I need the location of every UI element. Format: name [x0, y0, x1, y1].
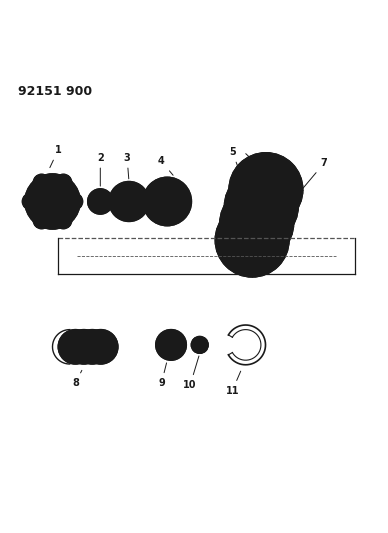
- Circle shape: [67, 329, 101, 364]
- Circle shape: [224, 169, 298, 244]
- Text: 3: 3: [124, 152, 130, 179]
- Circle shape: [113, 204, 116, 207]
- Circle shape: [83, 329, 118, 364]
- Circle shape: [229, 152, 303, 227]
- Text: 7: 7: [295, 158, 327, 197]
- Circle shape: [117, 211, 121, 215]
- Circle shape: [149, 183, 185, 220]
- Circle shape: [241, 187, 281, 227]
- Circle shape: [143, 177, 191, 225]
- Circle shape: [156, 329, 186, 360]
- Circle shape: [117, 188, 121, 192]
- Circle shape: [191, 336, 208, 353]
- Circle shape: [222, 199, 287, 264]
- Circle shape: [231, 166, 296, 231]
- Circle shape: [246, 169, 286, 209]
- Circle shape: [227, 182, 291, 247]
- Circle shape: [55, 212, 72, 229]
- Circle shape: [236, 192, 282, 238]
- Circle shape: [33, 212, 50, 229]
- Circle shape: [140, 208, 144, 212]
- Circle shape: [160, 334, 182, 356]
- Circle shape: [33, 174, 50, 191]
- Circle shape: [241, 175, 287, 221]
- Circle shape: [142, 199, 146, 204]
- Circle shape: [41, 190, 64, 213]
- Circle shape: [195, 340, 205, 350]
- Text: 4: 4: [158, 156, 173, 175]
- Text: 2: 2: [97, 152, 104, 186]
- Circle shape: [58, 329, 93, 364]
- Text: 5: 5: [229, 147, 243, 180]
- Circle shape: [109, 182, 149, 221]
- Circle shape: [25, 174, 80, 229]
- Text: 9: 9: [158, 363, 166, 388]
- Circle shape: [125, 214, 129, 218]
- Text: 11: 11: [225, 371, 241, 396]
- Text: 6: 6: [242, 248, 249, 258]
- Circle shape: [88, 189, 113, 214]
- Circle shape: [113, 196, 116, 199]
- Text: 8: 8: [72, 370, 82, 388]
- Text: 10: 10: [184, 356, 199, 390]
- Circle shape: [66, 193, 83, 210]
- Text: 92151 900: 92151 900: [18, 85, 92, 98]
- Circle shape: [133, 186, 137, 190]
- Circle shape: [220, 186, 294, 261]
- Circle shape: [119, 191, 139, 212]
- Circle shape: [75, 329, 109, 364]
- Circle shape: [215, 203, 289, 277]
- Circle shape: [92, 193, 109, 210]
- Circle shape: [232, 209, 277, 255]
- Circle shape: [22, 193, 39, 210]
- Circle shape: [237, 204, 277, 243]
- Circle shape: [47, 197, 57, 206]
- Circle shape: [140, 191, 144, 195]
- Circle shape: [133, 213, 137, 217]
- Text: 1: 1: [50, 145, 62, 167]
- Circle shape: [125, 185, 129, 189]
- Circle shape: [232, 220, 272, 260]
- Circle shape: [55, 174, 72, 191]
